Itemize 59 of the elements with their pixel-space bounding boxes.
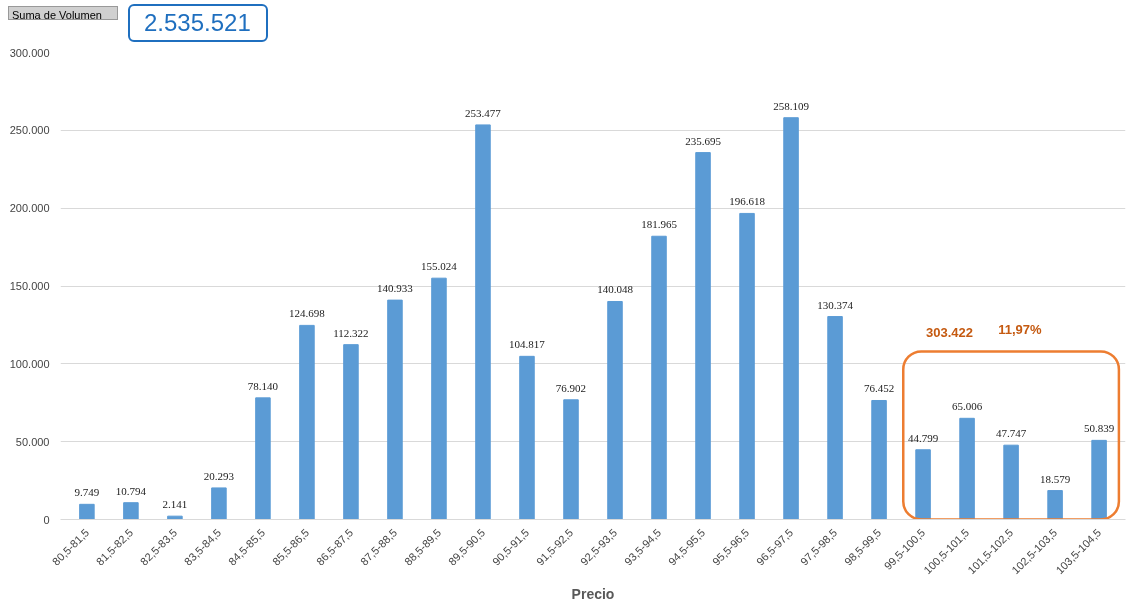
- data-label: 112.322: [333, 326, 369, 339]
- y-tick-label: 300.000: [9, 46, 50, 59]
- data-label: 130.374: [817, 298, 854, 311]
- bar: [607, 301, 623, 520]
- bar: [871, 400, 887, 520]
- bar: [563, 399, 579, 520]
- bar: [1047, 490, 1063, 520]
- bar: [475, 124, 491, 520]
- data-label: 47.747: [995, 427, 1027, 440]
- data-label: 196.618: [729, 195, 766, 208]
- bar: [1003, 444, 1019, 520]
- bar: [695, 152, 711, 520]
- bar: [431, 277, 447, 520]
- bar: [739, 213, 755, 520]
- y-tick-label: 200.000: [9, 202, 50, 215]
- bar: [651, 236, 667, 520]
- data-label: 20.293: [203, 470, 235, 483]
- bar: [519, 356, 535, 520]
- bar: [299, 325, 315, 520]
- data-label: 10.794: [115, 484, 147, 497]
- data-label: 258.109: [773, 99, 810, 112]
- y-tick-label: 150.000: [9, 280, 50, 293]
- data-label: 140.933: [377, 282, 414, 295]
- data-label: 181.965: [641, 218, 678, 231]
- bar: [123, 502, 139, 520]
- bar: [783, 117, 799, 520]
- data-label: 9.749: [74, 486, 100, 499]
- data-label: 104.817: [509, 338, 546, 351]
- data-label: 124.698: [289, 307, 326, 320]
- data-label: 50.839: [1083, 422, 1115, 435]
- data-label: 253.477: [465, 107, 502, 120]
- data-label: 2.141: [162, 498, 188, 511]
- data-label: 65.006: [951, 400, 983, 413]
- data-label: 235.695: [685, 134, 722, 147]
- data-label: 78.140: [247, 380, 279, 393]
- bar: [959, 418, 975, 520]
- data-label: 155.024: [421, 260, 458, 273]
- y-tick-label: 0: [43, 513, 50, 526]
- data-label: 76.902: [555, 382, 587, 395]
- bar: [915, 449, 931, 520]
- bar: [1091, 440, 1107, 520]
- bar: [827, 316, 843, 520]
- text: 2.535.521: [144, 8, 251, 38]
- bar: [343, 344, 359, 520]
- annotation: 11,97%: [998, 322, 1043, 338]
- data-label: 140.048: [597, 283, 634, 296]
- data-label: 76.452: [863, 382, 895, 395]
- x-axis-title: Precio: [571, 585, 615, 602]
- data-label: 18.579: [1039, 472, 1071, 485]
- bar: [79, 504, 95, 520]
- bar: [255, 397, 271, 520]
- y-tick-label: 50.000: [15, 435, 50, 448]
- bar: [211, 487, 227, 520]
- data-label: 44.799: [907, 432, 939, 445]
- y-tick-label: 100.000: [9, 358, 50, 371]
- annotation: 303.422: [925, 325, 973, 341]
- y-tick-label: 250.000: [9, 124, 50, 137]
- bar: [387, 299, 403, 520]
- text: Suma de Volumen: [12, 8, 102, 23]
